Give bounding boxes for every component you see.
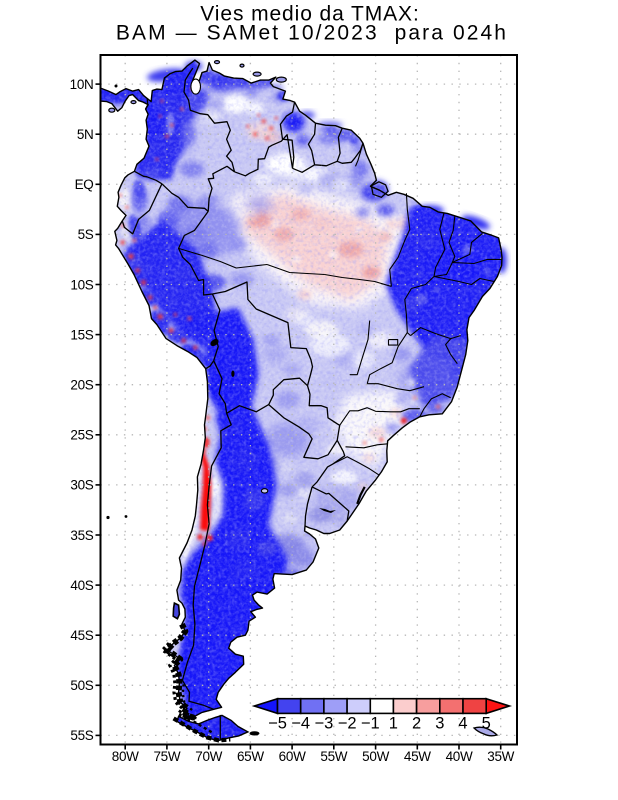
- svg-text:15S: 15S: [70, 327, 93, 342]
- svg-text:1: 1: [389, 715, 398, 733]
- svg-text:5N: 5N: [77, 127, 94, 142]
- svg-text:50W: 50W: [362, 749, 389, 764]
- svg-text:10N: 10N: [70, 77, 94, 92]
- svg-text:2: 2: [412, 715, 421, 733]
- svg-text:70W: 70W: [195, 749, 222, 764]
- svg-text:80W: 80W: [112, 749, 139, 764]
- svg-text:65W: 65W: [237, 749, 264, 764]
- svg-text:−1: −1: [361, 715, 380, 733]
- svg-text:Vies medio da TMAX:: Vies medio da TMAX:: [200, 3, 419, 26]
- svg-text:30S: 30S: [70, 478, 93, 493]
- svg-text:EQ: EQ: [75, 177, 94, 192]
- svg-text:−2: −2: [338, 715, 357, 733]
- svg-text:55W: 55W: [320, 749, 347, 764]
- svg-text:75W: 75W: [153, 749, 180, 764]
- svg-text:20S: 20S: [70, 378, 93, 393]
- svg-text:−3: −3: [314, 715, 333, 733]
- svg-text:5: 5: [482, 715, 491, 733]
- svg-text:45W: 45W: [404, 749, 431, 764]
- svg-text:40W: 40W: [446, 749, 473, 764]
- svg-text:−4: −4: [291, 715, 310, 733]
- svg-text:35W: 35W: [487, 749, 514, 764]
- svg-text:45S: 45S: [70, 628, 93, 643]
- svg-text:5S: 5S: [78, 227, 94, 242]
- svg-text:40S: 40S: [70, 578, 93, 593]
- svg-text:55S: 55S: [70, 728, 93, 743]
- svg-text:50S: 50S: [70, 678, 93, 693]
- svg-text:60W: 60W: [279, 749, 306, 764]
- svg-text:BAM — SAMet 10/2023 para 024h: BAM — SAMet 10/2023 para 024h: [116, 22, 508, 45]
- svg-text:10S: 10S: [70, 277, 93, 292]
- svg-text:3: 3: [435, 715, 444, 733]
- svg-text:4: 4: [458, 715, 467, 733]
- svg-text:25S: 25S: [70, 428, 93, 443]
- svg-text:35S: 35S: [70, 528, 93, 543]
- svg-text:−5: −5: [268, 715, 287, 733]
